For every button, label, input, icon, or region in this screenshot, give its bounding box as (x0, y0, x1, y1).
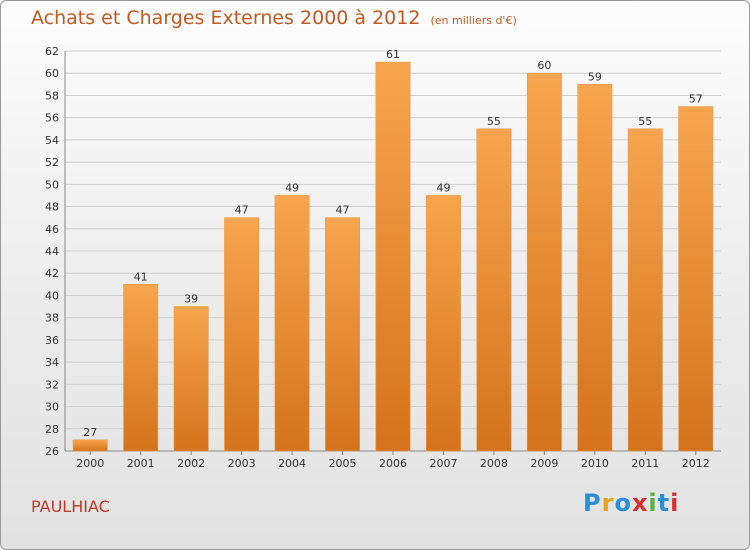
bar (375, 61, 411, 452)
y-tick-label: 62 (45, 45, 59, 58)
logo-letter: x (631, 489, 649, 517)
data-label: 60 (537, 59, 551, 72)
bar (678, 106, 714, 452)
x-tick-label: 2006 (379, 457, 407, 470)
data-label: 49 (285, 181, 299, 194)
chart-title-text: Achats et Charges Externes 2000 à 2012 (31, 7, 421, 29)
x-tick-label: 2005 (329, 457, 357, 470)
chart-unit: (en milliers d'€) (430, 14, 517, 27)
bar (526, 72, 562, 452)
bar (577, 84, 613, 452)
y-tick-label: 26 (45, 445, 59, 458)
data-label: 47 (235, 204, 249, 217)
y-tick-label: 28 (45, 423, 59, 436)
x-tick-label: 2003 (228, 457, 256, 470)
y-tick-label: 32 (45, 378, 59, 391)
data-label: 41 (134, 270, 148, 283)
chart-title: Achats et Charges Externes 2000 à 2012 (e… (31, 7, 517, 29)
data-label: 39 (184, 293, 198, 306)
bar (224, 217, 260, 452)
logo-letter: i (648, 489, 658, 517)
y-tick-label: 46 (45, 223, 59, 236)
data-label: 57 (689, 93, 703, 106)
data-label: 49 (436, 181, 450, 194)
data-label: 27 (83, 426, 97, 439)
logo-letter: t (657, 489, 671, 517)
logo-letter: r (601, 489, 615, 517)
x-tick-label: 2004 (278, 457, 306, 470)
logo-letter: o (614, 489, 632, 517)
y-tick-label: 52 (45, 156, 59, 169)
data-label: 61 (386, 48, 400, 61)
x-tick-label: 2012 (682, 457, 710, 470)
bar (627, 128, 663, 452)
bar (325, 217, 360, 452)
y-tick-label: 56 (45, 112, 59, 125)
y-tick-label: 44 (45, 245, 59, 258)
data-label: 55 (638, 115, 652, 128)
y-tick-label: 40 (45, 289, 59, 302)
y-tick-label: 38 (45, 312, 59, 325)
y-tick-label: 36 (45, 334, 59, 347)
x-tick-label: 2000 (76, 457, 104, 470)
bar (274, 195, 310, 452)
x-tick-label: 2001 (127, 457, 155, 470)
y-tick-label: 54 (45, 134, 59, 147)
data-label: 59 (588, 70, 602, 83)
bar (173, 306, 209, 452)
bar (72, 439, 108, 452)
y-tick-label: 58 (45, 89, 59, 102)
bar (123, 284, 159, 452)
y-tick-label: 60 (45, 67, 59, 80)
y-tick-label: 34 (45, 356, 59, 369)
x-tick-label: 2008 (480, 457, 508, 470)
data-label: 55 (487, 115, 501, 128)
bar (476, 128, 512, 452)
x-tick-label: 2007 (429, 457, 457, 470)
y-tick-label: 48 (45, 201, 59, 214)
x-tick-label: 2010 (581, 457, 609, 470)
y-tick-label: 42 (45, 267, 59, 280)
data-label: 47 (336, 204, 350, 217)
bar (426, 195, 461, 452)
proxiti-logo: Proxiti (583, 489, 679, 517)
logo-letter: P (583, 489, 602, 517)
logo-letter: i (670, 489, 680, 517)
commune-name: PAULHIAC (31, 497, 110, 516)
x-tick-label: 2009 (530, 457, 558, 470)
y-tick-label: 50 (45, 178, 59, 191)
y-tick-label: 30 (45, 401, 59, 414)
x-tick-label: 2011 (631, 457, 659, 470)
x-tick-label: 2002 (177, 457, 205, 470)
